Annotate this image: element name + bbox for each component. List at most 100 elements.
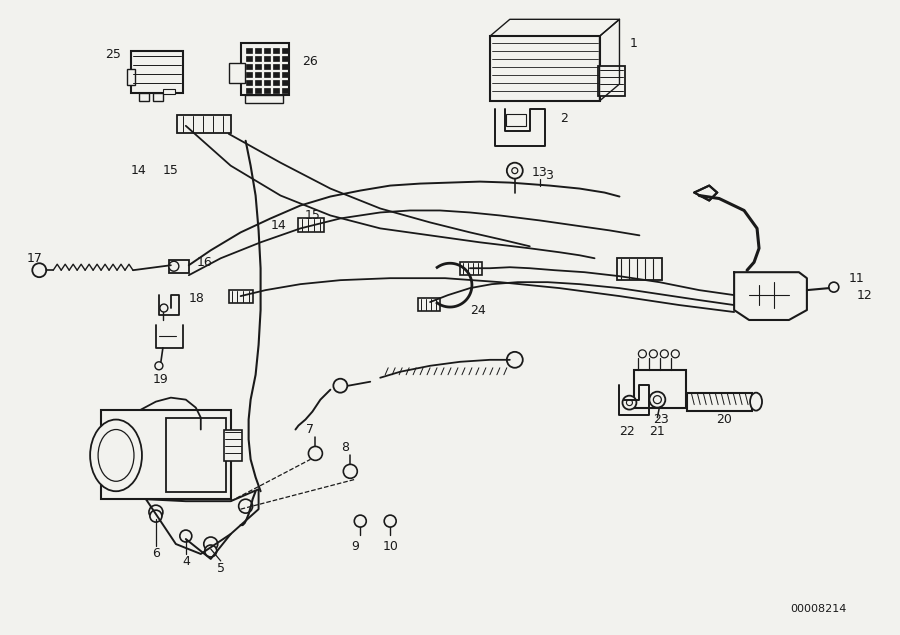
Circle shape xyxy=(384,515,396,527)
Bar xyxy=(246,48,252,53)
Circle shape xyxy=(343,464,357,478)
Circle shape xyxy=(238,499,253,513)
Bar xyxy=(169,260,189,273)
Text: 26: 26 xyxy=(302,55,319,67)
Bar xyxy=(282,80,287,85)
Bar xyxy=(131,51,183,93)
Bar xyxy=(255,88,261,93)
Bar xyxy=(246,64,252,69)
Bar xyxy=(229,63,245,83)
Text: 17: 17 xyxy=(26,251,42,265)
Bar xyxy=(163,89,175,94)
Circle shape xyxy=(507,352,523,368)
Circle shape xyxy=(203,537,218,551)
Bar xyxy=(688,392,752,411)
Text: 22: 22 xyxy=(619,425,635,438)
Bar xyxy=(282,64,287,69)
Bar xyxy=(255,56,261,61)
Text: 2: 2 xyxy=(560,112,568,125)
Bar xyxy=(264,72,270,77)
Bar xyxy=(255,48,261,53)
Bar xyxy=(273,80,278,85)
Text: 12: 12 xyxy=(857,288,872,302)
Text: 13: 13 xyxy=(532,166,547,179)
Text: 14: 14 xyxy=(271,219,286,232)
Bar xyxy=(617,258,662,280)
Bar xyxy=(246,72,252,77)
Bar xyxy=(101,410,230,499)
Circle shape xyxy=(333,378,347,392)
Bar xyxy=(139,93,148,101)
Bar xyxy=(246,56,252,61)
Text: 25: 25 xyxy=(105,48,121,61)
Text: 15: 15 xyxy=(304,209,320,222)
Bar xyxy=(153,93,163,101)
Bar xyxy=(264,80,270,85)
Text: 10: 10 xyxy=(382,540,398,554)
Bar xyxy=(229,290,253,303)
Bar xyxy=(490,36,599,101)
Bar xyxy=(127,69,135,85)
Ellipse shape xyxy=(750,392,762,411)
Bar xyxy=(255,64,261,69)
Circle shape xyxy=(169,261,179,271)
Circle shape xyxy=(653,396,662,404)
Circle shape xyxy=(150,510,162,522)
Ellipse shape xyxy=(98,429,134,481)
Text: 19: 19 xyxy=(153,373,169,386)
Bar xyxy=(240,43,289,95)
Circle shape xyxy=(671,350,680,358)
Text: 9: 9 xyxy=(351,540,359,554)
Bar xyxy=(273,88,278,93)
Circle shape xyxy=(155,362,163,370)
Bar xyxy=(255,80,261,85)
Text: 14: 14 xyxy=(131,164,147,177)
Bar xyxy=(224,429,241,462)
Bar xyxy=(264,64,270,69)
Bar xyxy=(506,114,526,126)
Text: 8: 8 xyxy=(341,441,349,454)
Text: 23: 23 xyxy=(653,413,670,426)
Bar xyxy=(634,370,687,408)
Circle shape xyxy=(638,350,646,358)
Bar xyxy=(282,88,287,93)
Circle shape xyxy=(626,399,633,406)
Ellipse shape xyxy=(90,420,142,491)
Circle shape xyxy=(148,505,163,519)
Bar xyxy=(282,72,287,77)
Text: 4: 4 xyxy=(182,556,190,568)
Bar xyxy=(264,88,270,93)
Circle shape xyxy=(829,282,839,292)
Bar xyxy=(176,115,230,133)
Bar xyxy=(166,418,226,492)
Text: 7: 7 xyxy=(306,423,314,436)
Bar xyxy=(418,298,440,311)
Text: 00008214: 00008214 xyxy=(791,604,847,613)
Circle shape xyxy=(355,515,366,527)
Bar xyxy=(245,95,283,103)
Bar xyxy=(273,56,278,61)
Circle shape xyxy=(205,545,217,557)
Text: 3: 3 xyxy=(544,169,553,182)
Text: 5: 5 xyxy=(217,563,225,575)
Circle shape xyxy=(180,530,192,542)
Bar xyxy=(273,48,278,53)
Circle shape xyxy=(32,264,46,277)
Text: 24: 24 xyxy=(470,304,486,316)
Bar xyxy=(264,48,270,53)
Bar xyxy=(264,56,270,61)
Text: 15: 15 xyxy=(163,164,179,177)
Bar xyxy=(460,262,482,275)
Bar xyxy=(273,72,278,77)
Circle shape xyxy=(650,350,657,358)
Bar xyxy=(246,88,252,93)
Bar xyxy=(598,66,626,96)
Bar xyxy=(255,72,261,77)
Circle shape xyxy=(160,304,168,312)
Text: 1: 1 xyxy=(629,37,637,50)
Text: 18: 18 xyxy=(189,291,204,305)
Bar xyxy=(246,80,252,85)
Circle shape xyxy=(512,168,517,173)
Text: 16: 16 xyxy=(197,256,212,269)
Text: 6: 6 xyxy=(152,547,160,561)
